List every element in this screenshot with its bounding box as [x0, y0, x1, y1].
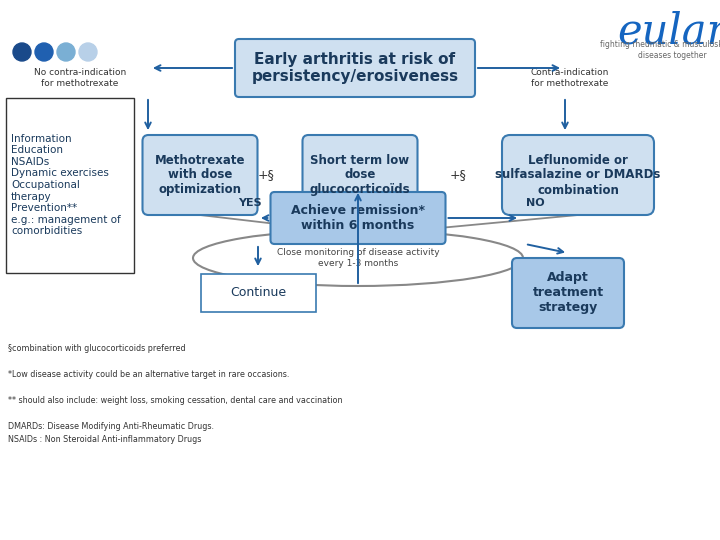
Text: *Low disease activity could be an alternative target in rare occasions.: *Low disease activity could be an altern… [8, 370, 289, 379]
Text: +§: +§ [258, 168, 274, 181]
Text: DMARDs: Disease Modifying Anti-Rheumatic Drugs.: DMARDs: Disease Modifying Anti-Rheumatic… [8, 422, 214, 431]
FancyBboxPatch shape [512, 258, 624, 328]
Bar [200, 274, 315, 312]
Bar [6, 98, 134, 273]
Text: ** should also include: weight loss, smoking cessation, dental care and vaccinat: ** should also include: weight loss, smo… [8, 396, 343, 405]
Text: Short term low
dose
glucocorticoïds: Short term low dose glucocorticoïds [310, 153, 410, 197]
Text: §combination with glucocorticoids preferred: §combination with glucocorticoids prefer… [8, 344, 186, 353]
Text: Methotrexate
with dose
optimization: Methotrexate with dose optimization [155, 153, 246, 197]
Text: Information
Education
NSAIDs
Dynamic exercises
Occupational
therapy
Prevention**: Information Education NSAIDs Dynamic exe… [11, 133, 121, 237]
Text: Adapt
treatment
strategy: Adapt treatment strategy [532, 272, 603, 314]
FancyBboxPatch shape [143, 135, 258, 215]
Text: Close monitoring of disease activity
every 1-3 months: Close monitoring of disease activity eve… [276, 248, 439, 268]
Text: No contra-indication
for methotrexate: No contra-indication for methotrexate [34, 68, 126, 87]
Ellipse shape [193, 230, 523, 286]
Circle shape [35, 43, 53, 61]
Circle shape [57, 43, 75, 61]
Text: Leflunomide or
sulfasalazine or DMARDs
combination: Leflunomide or sulfasalazine or DMARDs c… [495, 153, 661, 197]
FancyBboxPatch shape [502, 135, 654, 215]
Text: NO: NO [526, 198, 544, 208]
FancyBboxPatch shape [235, 39, 475, 97]
Circle shape [13, 43, 31, 61]
Text: fighting rheumatic & musculoskeletal
diseases together: fighting rheumatic & musculoskeletal dis… [600, 40, 720, 60]
Text: Early arthritis at risk of
persistency/erosiveness: Early arthritis at risk of persistency/e… [251, 52, 459, 84]
Text: NSAIDs : Non Steroidal Anti-inflammatory Drugs: NSAIDs : Non Steroidal Anti-inflammatory… [8, 435, 202, 444]
Circle shape [79, 43, 97, 61]
Text: +§: +§ [449, 168, 467, 181]
Text: Continue: Continue [230, 287, 286, 300]
FancyBboxPatch shape [302, 135, 418, 215]
Text: Achieve remission*
within 6 months: Achieve remission* within 6 months [291, 204, 425, 232]
Text: eular: eular [617, 11, 720, 53]
FancyBboxPatch shape [271, 192, 446, 244]
Text: Contra-indication
for methotrexate: Contra-indication for methotrexate [531, 68, 609, 87]
Text: YES: YES [238, 198, 262, 208]
